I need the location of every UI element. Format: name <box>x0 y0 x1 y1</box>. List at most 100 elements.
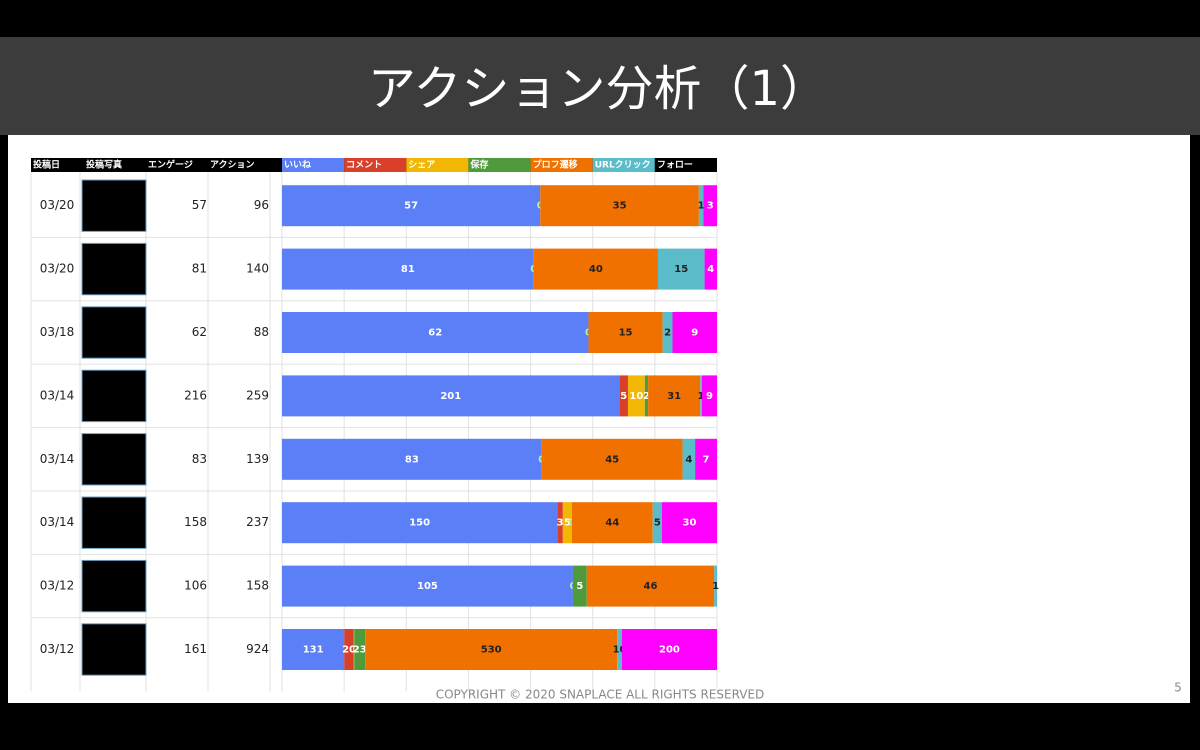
segment-label: 9 <box>706 391 713 402</box>
segment-label: 46 <box>644 581 658 592</box>
bar-segment <box>586 565 715 607</box>
bar-segment <box>282 375 620 417</box>
bar-segment <box>627 375 645 417</box>
segment-label: 31 <box>667 391 681 402</box>
segment-label: 4 <box>707 264 714 275</box>
date: 03/14 <box>40 515 75 529</box>
actions: 158 <box>246 579 269 593</box>
page-number: 5 <box>1174 681 1182 695</box>
date: 03/12 <box>40 642 75 656</box>
bar-segment <box>354 629 366 670</box>
segment-label: 20 <box>342 645 356 656</box>
series-name: 保存 <box>469 159 488 171</box>
title-band <box>0 37 1200 135</box>
engagement: 216 <box>184 388 207 402</box>
bar-segment <box>652 502 662 544</box>
photo-placeholder <box>81 369 147 423</box>
segment-label: 30 <box>683 518 697 529</box>
bar-segment <box>619 375 628 417</box>
segment-label: 9 <box>691 328 698 339</box>
segment-label: 5 <box>654 518 661 529</box>
bar-segment <box>282 312 589 353</box>
slide-title: アクション分析（1） <box>368 61 828 117</box>
bar-segment <box>282 438 542 480</box>
actions: 237 <box>246 515 269 529</box>
actions: 259 <box>246 388 269 402</box>
bar-segment <box>365 629 618 670</box>
bar-segment <box>648 375 701 417</box>
bar-segment <box>572 565 587 607</box>
bar-segment <box>703 185 717 227</box>
segment-label: 40 <box>589 264 603 275</box>
bar-segment <box>700 375 702 417</box>
bar-segment <box>533 248 658 290</box>
series-header <box>344 158 407 172</box>
segment-label: 1 <box>698 201 705 212</box>
segment-label: 201 <box>440 391 461 402</box>
series-name: プロフ遷移 <box>533 159 578 171</box>
photo-placeholder <box>81 242 147 296</box>
actions: 139 <box>246 452 269 466</box>
bar-segment <box>661 502 717 544</box>
actions: 96 <box>254 198 269 212</box>
segment-label: 57 <box>404 201 418 212</box>
column-header: 投稿日 <box>33 159 60 171</box>
actions: 88 <box>254 325 269 339</box>
date: 03/18 <box>40 325 75 339</box>
photo-placeholder <box>81 433 147 486</box>
bar-segment <box>714 565 717 607</box>
segment-label: 7 <box>703 454 710 465</box>
series-header <box>468 158 531 172</box>
series-name: フォロー <box>657 161 693 171</box>
column-header: アクション <box>210 160 255 171</box>
segment-label: 83 <box>405 454 419 465</box>
bar-segment <box>282 248 534 290</box>
photo-placeholder <box>81 306 147 359</box>
bar-segment <box>662 312 673 353</box>
bar-segment <box>541 438 683 480</box>
series-header <box>592 158 655 172</box>
segment-label: 45 <box>605 454 619 465</box>
bar-segment <box>557 502 563 544</box>
date: 03/12 <box>40 579 75 593</box>
segment-label: 15 <box>619 328 633 339</box>
photo-placeholder <box>81 496 147 549</box>
engagement: 62 <box>192 325 207 339</box>
bar-segment <box>644 375 649 417</box>
bar-segment <box>657 248 705 290</box>
bar-segment <box>282 502 558 544</box>
engagement: 158 <box>184 515 207 529</box>
segment-label: 200 <box>659 645 680 656</box>
segment-label: 5 <box>576 581 583 592</box>
segment-label: 44 <box>605 518 619 529</box>
actions: 924 <box>246 642 269 656</box>
bar-segment <box>682 438 696 480</box>
copyright: COPYRIGHT © 2020 SNAPLACE ALL RIGHTS RES… <box>436 688 765 702</box>
date: 03/20 <box>40 262 75 276</box>
segment-label: 1 <box>351 645 358 656</box>
column-header: エンゲージ <box>148 159 193 171</box>
bar-segment <box>617 629 622 670</box>
bar-segment <box>344 629 354 670</box>
engagement: 106 <box>184 579 207 593</box>
photo-placeholder <box>81 179 147 232</box>
engagement: 81 <box>192 262 207 276</box>
segment-label: 62 <box>428 328 442 339</box>
segment-label: 15 <box>674 264 688 275</box>
table: 投稿日 投稿写真 エンゲージ アクション いいね コメント シェア 保存 プロフ遷移 URLクリッ… <box>30 158 719 692</box>
bar-segment <box>698 185 704 227</box>
bar-segment <box>701 375 717 417</box>
series-name: シェア <box>408 160 435 171</box>
series-header <box>282 158 345 172</box>
photo-placeholder <box>81 623 147 676</box>
segment-label: 23 <box>353 645 367 656</box>
bar-segment <box>282 185 541 227</box>
bar-segment <box>282 629 345 670</box>
engagement: 57 <box>192 198 207 212</box>
column-header: 投稿写真 <box>86 159 122 171</box>
series-header <box>654 158 717 172</box>
photo-placeholder <box>81 559 147 613</box>
segment-label: 81 <box>401 264 415 275</box>
bar-segment <box>704 248 717 290</box>
